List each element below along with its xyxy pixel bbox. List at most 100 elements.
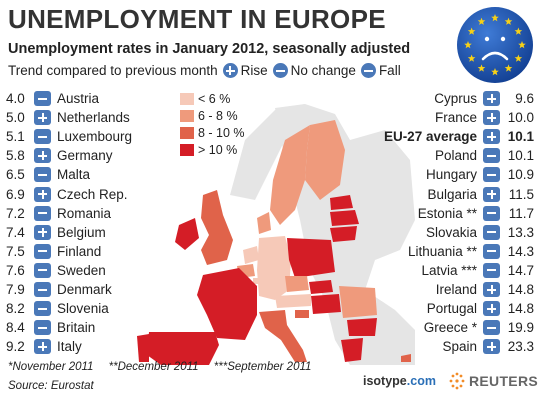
trend-fall-label: Fall	[378, 63, 401, 78]
country-row: Slovakia 13.3	[426, 223, 534, 242]
minus-icon	[34, 243, 51, 259]
minus-icon	[483, 243, 500, 259]
rate-value: 14.3	[507, 243, 534, 259]
plus-icon	[34, 339, 51, 355]
country-row: 6.9 Czech Rep.	[6, 185, 128, 204]
country-name: Bulgaria	[427, 186, 477, 202]
rate-value: 14.8	[507, 282, 534, 297]
legend-item: 8 - 10 %	[180, 124, 245, 141]
legend-label: < 6 %	[198, 91, 231, 106]
country-row: Latvia *** 14.7	[421, 261, 534, 280]
map-slovakia	[309, 280, 333, 294]
rate-value: 14.7	[507, 262, 534, 278]
country-name: Latvia ***	[421, 262, 477, 278]
plus-icon	[34, 110, 51, 126]
map-czech	[285, 276, 309, 292]
minus-icon	[483, 205, 500, 221]
country-name: Portugal	[426, 301, 477, 317]
legend-item: < 6 %	[180, 90, 245, 107]
rate-value: 10.9	[507, 167, 534, 183]
rate-value: 10.1	[507, 129, 534, 145]
country-row: Bulgaria 11.5	[427, 185, 534, 204]
plus-icon	[483, 110, 500, 126]
country-row: Estonia ** 11.7	[418, 204, 534, 223]
footnote: **December 2011	[108, 361, 199, 373]
country-row: Portugal 14.8	[427, 299, 534, 318]
plus-icon	[483, 301, 500, 317]
plus-icon	[34, 186, 51, 202]
country-row: Ireland 14.8	[436, 280, 534, 299]
map-portugal	[137, 334, 149, 362]
country-name: EU-27 average	[383, 129, 477, 145]
country-name: Slovenia	[57, 301, 109, 317]
star-icon	[477, 64, 486, 72]
minus-icon	[483, 167, 500, 183]
rate-value: 9.2	[6, 339, 25, 355]
country-row: Hungary 10.9	[426, 165, 534, 184]
rate-value: 8.4	[6, 320, 25, 336]
rate-value: 14.8	[507, 301, 534, 317]
rate-value: 7.2	[6, 205, 25, 221]
star-icon	[477, 17, 486, 25]
map-italy	[259, 310, 307, 362]
rate-value: 23.3	[507, 339, 534, 355]
trend-rise: Rise	[222, 63, 268, 78]
minus-icon	[483, 224, 500, 240]
country-row: 8.2 Slovenia	[6, 299, 109, 318]
legend-swatch	[180, 109, 194, 122]
country-row: 7.9 Denmark	[6, 280, 112, 299]
footnote: ***September 2011	[213, 361, 312, 373]
rate-value: 13.3	[507, 224, 534, 240]
map-finland	[305, 120, 345, 200]
reuters-dots-icon	[449, 372, 465, 390]
map-greece	[341, 338, 363, 362]
legend-item: > 10 %	[180, 141, 245, 158]
legend-label: 8 - 10 %	[198, 125, 245, 140]
footnote: *November 2011	[8, 361, 94, 373]
country-name: Germany	[57, 148, 113, 164]
minus-icon	[483, 320, 500, 336]
legend-swatch	[180, 143, 194, 156]
country-row: 5.8 Germany	[6, 146, 113, 165]
country-name: Slovakia	[425, 224, 477, 240]
country-name: Finland	[57, 243, 102, 259]
country-name: Netherlands	[57, 110, 130, 126]
subtitle: Unemployment rates in January 2012, seas…	[8, 41, 411, 57]
color-legend: < 6 % 6 - 8 % 8 - 10 % > 10 %	[180, 90, 245, 158]
minus-icon	[34, 129, 51, 145]
country-row: Spain 23.3	[442, 337, 534, 356]
legend-swatch	[180, 126, 194, 139]
rate-value: 9.6	[515, 91, 534, 106]
rate-value: 7.4	[6, 224, 25, 240]
minus-icon	[34, 167, 51, 183]
country-row: 4.0 Austria	[6, 89, 99, 108]
rate-value: 6.9	[6, 186, 25, 202]
plus-icon	[483, 282, 500, 297]
minus-icon	[34, 262, 51, 278]
country-name: France	[434, 110, 477, 126]
minus-icon	[483, 262, 500, 278]
minus-icon	[34, 301, 51, 317]
rate-value: 11.5	[508, 186, 534, 202]
country-name: Malta	[57, 167, 91, 183]
plus-icon	[483, 129, 500, 145]
legend-label: 6 - 8 %	[198, 108, 238, 123]
eu-sad-face-icon	[457, 7, 533, 83]
trend-rise-label: Rise	[240, 63, 268, 78]
star-icon	[464, 41, 472, 49]
footnotes: *November 2011 **December 2011 ***Septem…	[8, 361, 323, 373]
trend-legend-label: Trend compared to previous month	[8, 63, 218, 78]
plus-icon	[34, 224, 51, 240]
minus-icon	[360, 63, 376, 78]
country-name: Cyprus	[434, 91, 477, 106]
minus-icon	[34, 282, 51, 297]
equals-icon	[272, 63, 288, 78]
page-title: UNEMPLOYMENT IN EUROPE	[8, 4, 386, 34]
map-latvia	[330, 210, 359, 226]
trend-no-change: No change	[272, 63, 356, 78]
rate-value: 8.2	[6, 301, 25, 317]
map-estonia	[330, 195, 353, 210]
isotype-logo-b: .com	[406, 374, 436, 388]
country-row: Greece * 19.9	[424, 318, 534, 337]
